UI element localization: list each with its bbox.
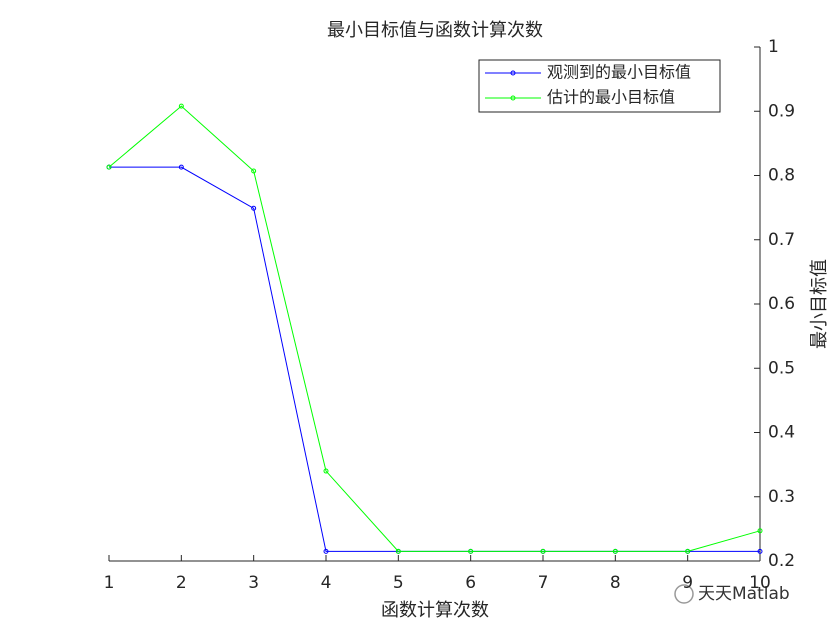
legend-marker: [510, 70, 516, 76]
data-point: [178, 164, 184, 170]
data-point: [757, 528, 763, 534]
watermark-icon: [674, 584, 694, 604]
legend-label: 观测到的最小目标值: [547, 63, 691, 82]
y-tick-label: 0.6: [768, 294, 795, 314]
x-tick-label: 10: [749, 573, 771, 593]
y-tick-label: 0.5: [768, 358, 795, 378]
x-tick-label: 4: [321, 573, 332, 593]
y-tick-label: 0.9: [768, 101, 795, 121]
y-tick-label: 0.4: [768, 423, 795, 443]
x-tick-label: 5: [393, 573, 404, 593]
data-point: [685, 548, 691, 554]
x-tick-label: 3: [248, 573, 259, 593]
x-tick-label: 9: [682, 573, 693, 593]
y-tick-label: 0.3: [768, 487, 795, 507]
y-tick-label: 0.7: [768, 230, 795, 250]
data-point: [178, 103, 184, 109]
data-point: [323, 468, 329, 474]
series-line: [108, 105, 761, 552]
data-point: [323, 548, 329, 554]
x-axis-label: 函数计算次数: [381, 600, 489, 621]
legend-box: [478, 59, 721, 113]
x-tick-label: 8: [610, 573, 621, 593]
data-point: [612, 548, 618, 554]
legend-label: 估计的最小目标值: [547, 88, 675, 107]
x-tick-label: 2: [176, 573, 187, 593]
data-point: [251, 205, 257, 211]
legend-marker: [510, 95, 516, 101]
x-tick-label: 6: [465, 573, 476, 593]
x-tick-label: 7: [538, 573, 549, 593]
y-tick-label: 0.8: [768, 166, 795, 186]
data-point: [540, 548, 546, 554]
watermark-text: 天天Matlab: [698, 584, 790, 604]
watermark: 天天Matlab: [674, 584, 790, 604]
chart-title: 最小目标值与函数计算次数: [327, 20, 543, 41]
data-point: [251, 168, 257, 174]
y-axis-label: 最小目标值: [809, 259, 830, 349]
data-point: [395, 548, 401, 554]
x-tick-label: 1: [104, 573, 115, 593]
y-tick-label: 0.2: [768, 551, 795, 571]
data-point: [106, 164, 112, 170]
data-point: [757, 548, 763, 554]
data-point: [468, 548, 474, 554]
y-tick-label: 1: [768, 37, 779, 57]
